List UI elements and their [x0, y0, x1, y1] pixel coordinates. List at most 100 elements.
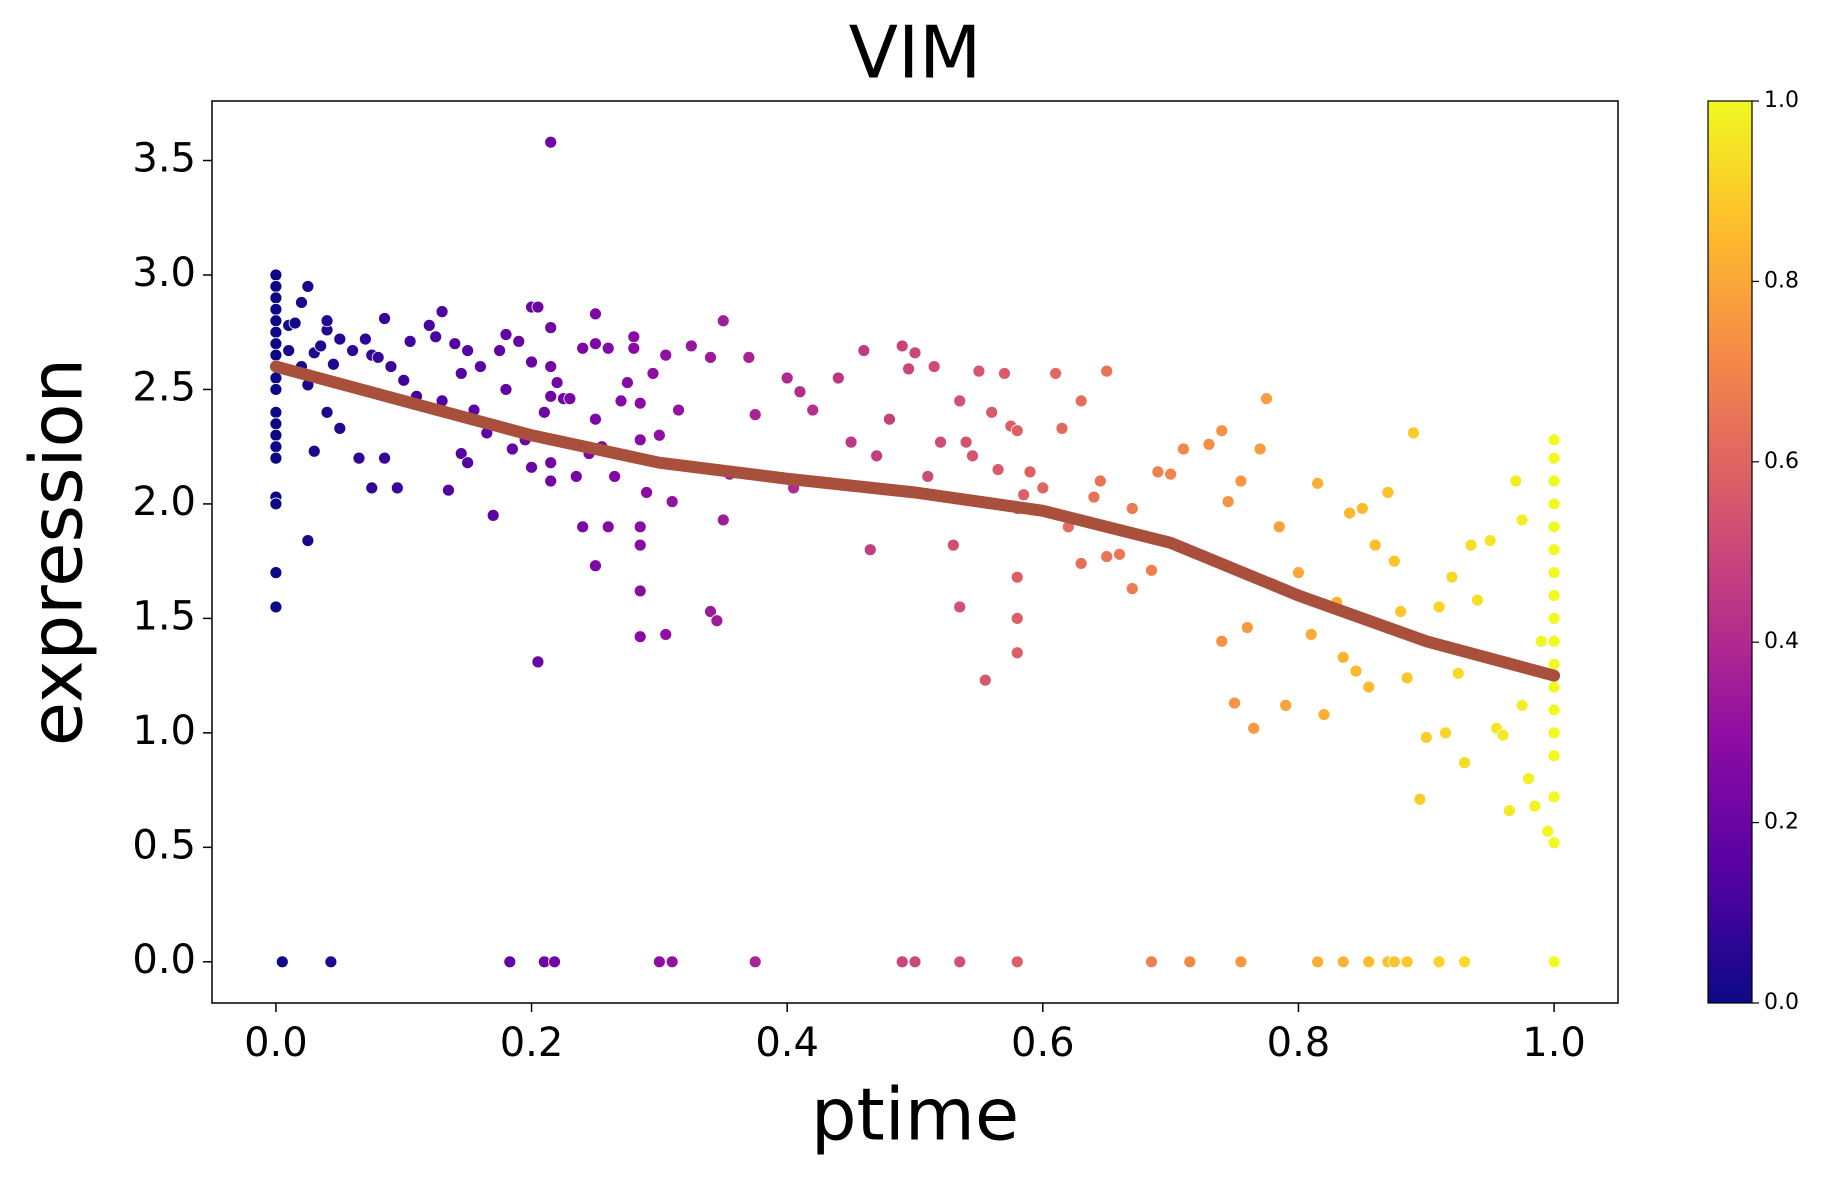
point [844, 435, 858, 449]
point [365, 481, 379, 495]
point [1355, 502, 1369, 515]
point [493, 344, 506, 357]
point [895, 339, 909, 353]
point [1100, 550, 1114, 563]
point [601, 520, 615, 534]
point [633, 520, 647, 534]
x-tick-label: 0.4 [755, 1020, 819, 1066]
point [499, 383, 513, 396]
point [1260, 392, 1273, 406]
point [633, 433, 647, 447]
point [966, 449, 979, 463]
point [448, 337, 462, 351]
point [946, 538, 960, 552]
point [1547, 749, 1561, 763]
x-tick-label: 1.0 [1522, 1020, 1586, 1066]
point [390, 481, 404, 495]
point [1164, 467, 1178, 481]
point [1177, 442, 1190, 456]
point [346, 344, 360, 357]
point [1547, 680, 1561, 694]
point [525, 460, 538, 474]
point [633, 584, 647, 598]
point [1547, 611, 1561, 625]
point [902, 362, 916, 376]
point [1240, 621, 1254, 634]
point [1387, 955, 1401, 969]
y-tick-label: 2.5 [132, 364, 196, 410]
point [333, 332, 347, 346]
point [314, 339, 328, 353]
point [1515, 513, 1529, 527]
point [1502, 804, 1516, 818]
point [1017, 488, 1031, 502]
point [307, 444, 321, 458]
point [1093, 474, 1107, 488]
point [1272, 520, 1286, 534]
point [1010, 955, 1024, 969]
point [704, 351, 717, 364]
point [1304, 628, 1318, 641]
point [1362, 955, 1376, 969]
point [1125, 582, 1139, 596]
point [1413, 792, 1427, 806]
point [301, 280, 315, 293]
point [269, 566, 283, 580]
point [589, 337, 602, 351]
point [1336, 955, 1350, 969]
point [895, 955, 909, 969]
point [1451, 666, 1465, 680]
y-tick-label: 3.5 [132, 136, 196, 182]
point [665, 955, 679, 969]
point [652, 955, 666, 969]
point [454, 367, 468, 380]
point [1547, 955, 1561, 969]
point [1113, 547, 1126, 561]
point [608, 470, 622, 483]
point [672, 403, 685, 417]
point [991, 463, 1005, 476]
point [710, 614, 724, 628]
point [921, 470, 935, 483]
point [1432, 600, 1446, 614]
colorbar-tick-label: 0.2 [1764, 810, 1799, 835]
point [378, 451, 391, 465]
point [1253, 442, 1267, 456]
point [1202, 438, 1216, 451]
point [1362, 680, 1376, 694]
point [269, 405, 283, 419]
point [269, 440, 283, 454]
point [1228, 696, 1241, 710]
point [461, 456, 475, 470]
point [1279, 698, 1293, 712]
point [1432, 955, 1446, 969]
point [295, 296, 308, 309]
point [563, 392, 577, 406]
point [269, 383, 283, 396]
point [621, 376, 634, 389]
point [544, 389, 558, 403]
point [358, 332, 372, 346]
point [1547, 703, 1561, 717]
point [1522, 772, 1535, 786]
point [652, 428, 666, 442]
point [1547, 634, 1561, 648]
point [275, 955, 289, 969]
point [1400, 955, 1414, 969]
point [1368, 538, 1382, 552]
point [1547, 543, 1561, 557]
point [1464, 538, 1478, 552]
y-tick-label: 1.5 [132, 593, 196, 639]
point [1055, 421, 1069, 435]
point [422, 318, 436, 332]
point [1125, 502, 1139, 515]
point [1547, 474, 1561, 488]
point [870, 449, 884, 463]
point [474, 360, 487, 373]
point [1087, 490, 1101, 504]
colorbar-tick-label: 0.0 [1764, 990, 1799, 1015]
y-tick-label: 1.0 [132, 708, 196, 754]
point [633, 396, 647, 410]
point [269, 325, 283, 339]
